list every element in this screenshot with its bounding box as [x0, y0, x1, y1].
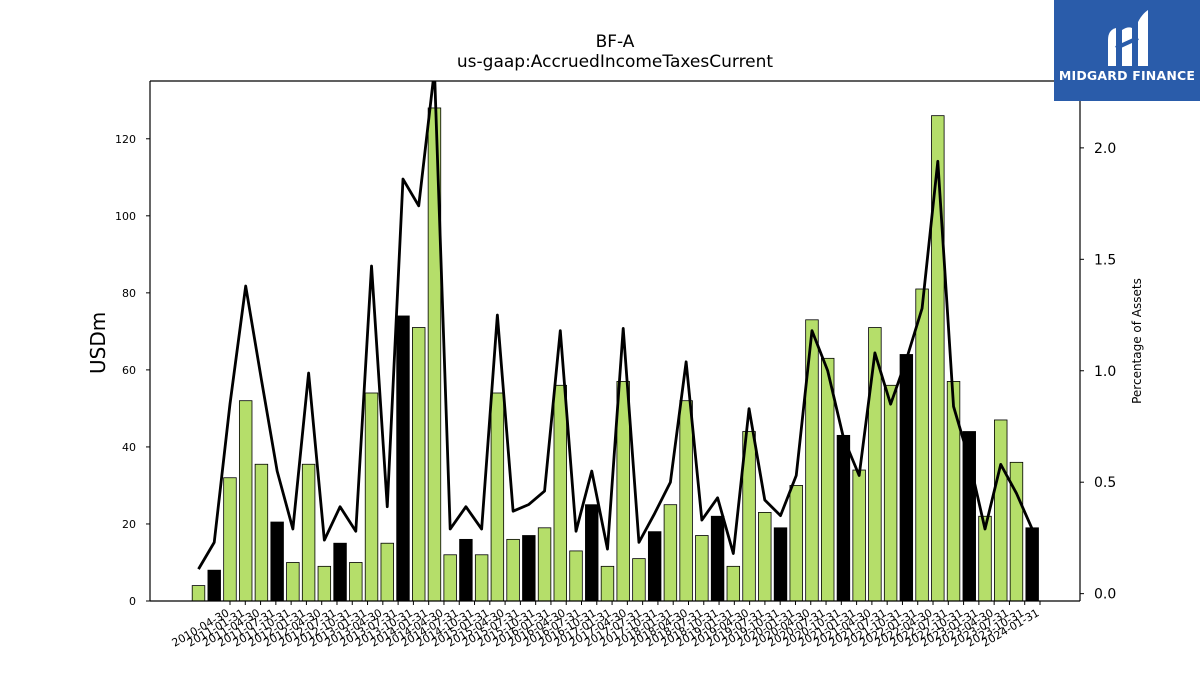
y-tick-label-left: 80 — [122, 287, 136, 300]
bar — [522, 535, 536, 602]
bar — [647, 531, 662, 602]
bar — [1025, 527, 1039, 602]
percentage-line-series — [197, 81, 1034, 570]
bar — [349, 562, 363, 602]
y-tick-label-right: 1.0 — [1094, 364, 1116, 380]
bar — [600, 565, 615, 602]
bar — [506, 538, 520, 602]
bar — [726, 565, 741, 602]
y-tick-label-right: 1.5 — [1094, 252, 1116, 268]
bar — [207, 569, 221, 602]
bar — [333, 542, 347, 602]
bar — [396, 315, 410, 602]
logo-mark-icon — [1108, 10, 1148, 66]
bar — [758, 512, 772, 602]
bar — [474, 554, 489, 602]
bar — [695, 535, 709, 602]
y-tick-label-right: 0.5 — [1094, 475, 1116, 491]
bar — [317, 565, 332, 602]
y-tick-label-right: 0.0 — [1094, 587, 1116, 603]
bar — [286, 562, 300, 602]
bar — [710, 515, 725, 602]
y-tick-label-left: 120 — [115, 133, 136, 146]
bar — [632, 558, 646, 602]
bar — [852, 469, 866, 602]
y-tick-label-left: 60 — [122, 364, 136, 377]
bar — [270, 521, 284, 602]
brand-logo: MIDGARD FINANCE — [1054, 0, 1200, 101]
axes — [149, 80, 1081, 602]
bar — [836, 434, 851, 602]
bar — [883, 384, 898, 602]
bar — [412, 327, 426, 602]
bar — [301, 463, 316, 602]
bar — [223, 477, 237, 602]
bar — [773, 527, 788, 602]
bar-series — [191, 107, 1039, 602]
bar — [946, 381, 961, 602]
y-tick-label-left: 40 — [122, 441, 136, 454]
bar — [585, 504, 599, 602]
chart-title: BF-A — [595, 32, 635, 52]
logo-text: MIDGARD FINANCE — [1058, 68, 1196, 83]
y-tick-label-left: 20 — [122, 518, 136, 531]
bar — [915, 288, 929, 602]
bar — [443, 554, 457, 602]
bar — [789, 485, 803, 602]
bar — [553, 384, 567, 602]
axis-ticks: 0204060801001200.00.51.01.52.02010-04-30… — [115, 133, 1116, 650]
chart-subtitle: us-gaap:AccruedIncomeTaxesCurrent — [456, 52, 774, 72]
bar — [931, 115, 945, 602]
bar — [490, 392, 505, 602]
bar — [238, 400, 253, 602]
percentage-line — [197, 81, 1034, 570]
y-tick-label-left: 0 — [129, 595, 136, 608]
bar — [191, 585, 206, 602]
y-tick-label-right: 2.0 — [1094, 141, 1116, 157]
bar — [899, 354, 914, 602]
bar — [994, 419, 1008, 602]
bar — [679, 400, 693, 602]
y-tick-label-left: 100 — [115, 210, 136, 223]
bar — [663, 504, 678, 602]
bar — [569, 550, 583, 602]
bar — [254, 463, 269, 602]
bar — [459, 538, 473, 602]
bar — [537, 527, 552, 602]
bar — [364, 392, 379, 602]
bar — [616, 381, 630, 602]
bar — [380, 542, 394, 602]
